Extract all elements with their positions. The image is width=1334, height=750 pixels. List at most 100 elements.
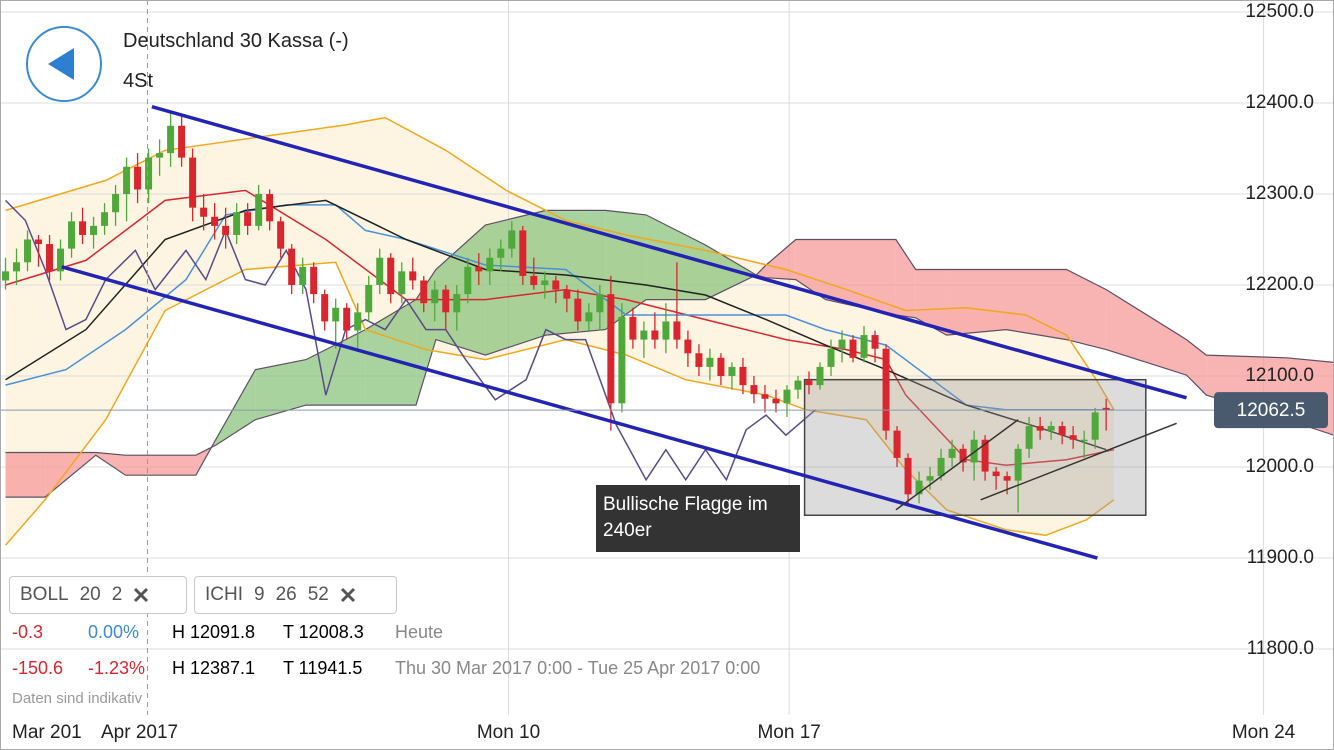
cloud-fill: [795, 239, 826, 300]
candle-body: [24, 239, 32, 263]
candle-body: [552, 280, 560, 290]
x-tick-label: Mon 10: [477, 722, 540, 743]
indicator-param: 52: [307, 584, 329, 605]
candle-body: [739, 366, 747, 386]
candle-body: [706, 357, 714, 367]
candle-body: [310, 266, 318, 295]
x-tick-label: Mon 17: [757, 722, 820, 743]
y-tick-label: 12000.0: [1245, 456, 1314, 477]
cloud-fill: [215, 369, 256, 446]
trend-line: [61, 265, 1098, 560]
timeframe: 4St: [123, 70, 154, 92]
candle-body: [178, 125, 186, 158]
candle-body: [68, 221, 76, 249]
candle-body: [508, 230, 516, 249]
candle-body: [431, 289, 439, 304]
candle-body: [90, 225, 98, 235]
y-tick-label: 12200.0: [1245, 274, 1314, 295]
bollinger-upper: [5, 116, 1115, 411]
annotation: Bullische Flagge im 240er: [596, 485, 800, 552]
close-icon[interactable]: [340, 587, 356, 603]
candle-body: [695, 353, 703, 367]
close-icon[interactable]: [133, 587, 149, 603]
cloud-fill: [416, 269, 436, 406]
candle-body: [1047, 426, 1055, 431]
candle-body: [1058, 426, 1066, 436]
candle-body: [992, 471, 1000, 477]
candle-body: [277, 221, 285, 249]
candle-body: [728, 366, 736, 377]
trend-line: [151, 104, 1187, 400]
y-tick-label: 11800.0: [1247, 638, 1314, 659]
title: Deutschland 30 Kassa (-): [123, 30, 349, 52]
candle-body: [959, 448, 967, 463]
candle-body: [475, 266, 483, 272]
footnote: Daten sind indikativ: [12, 690, 143, 707]
indicator-button[interactable]: BOLL 20 2: [9, 576, 187, 614]
flag-line: [980, 422, 1177, 501]
candle-body: [684, 339, 692, 354]
candle-body: [453, 294, 461, 313]
cloud-fill: [1186, 339, 1207, 396]
candle-body: [1014, 448, 1022, 481]
candle-body: [750, 385, 758, 395]
first-date: Mar 201: [12, 722, 82, 743]
indicator-button[interactable]: ICHI 9 26 52: [194, 576, 397, 614]
candle-body: [563, 289, 571, 299]
candle-body: [871, 335, 879, 349]
change: -0.3: [12, 622, 44, 642]
candle-body: [167, 125, 175, 154]
candle-body: [398, 271, 406, 295]
candle-body: [519, 230, 527, 276]
high: H 12091.8: [172, 622, 256, 642]
candle-body: [607, 294, 615, 404]
candle-body: [849, 339, 857, 358]
candle-body: [1003, 476, 1011, 481]
period: Heute: [395, 622, 444, 642]
indicator-param: 9: [254, 584, 265, 605]
candle-body: [409, 271, 417, 281]
cloud-fill: [946, 269, 1007, 336]
cloud-fill: [705, 244, 757, 300]
candle-body: [651, 330, 659, 340]
candle-body: [1102, 407, 1110, 411]
candle-body: [123, 166, 131, 195]
change: -150.6: [12, 658, 64, 678]
candle-body: [1025, 426, 1033, 449]
candle-body: [255, 194, 263, 226]
candle-body: [233, 212, 241, 235]
candle-body: [211, 216, 219, 226]
price-tag-label: 12062.5: [1237, 400, 1306, 421]
candle-body: [882, 348, 890, 431]
candle-body: [673, 321, 681, 340]
candle-body: [794, 380, 802, 390]
y-tick-label: 12100.0: [1245, 365, 1314, 386]
candle-body: [101, 212, 109, 226]
cloud-fill: [545, 210, 606, 336]
candle-body: [2, 271, 10, 281]
period: Thu 30 Mar 2017 0:00 - Tue 25 Apr 2017 0…: [395, 658, 761, 678]
change-pct: 0.00%: [88, 622, 140, 642]
candle-body: [156, 153, 164, 158]
candle-body: [244, 212, 252, 226]
y-tick-label: 12300.0: [1245, 183, 1314, 204]
back-icon: [48, 48, 74, 80]
candle-body: [761, 394, 769, 399]
candle-body: [387, 257, 395, 295]
back-button[interactable]: [26, 26, 102, 102]
candle-body: [288, 248, 296, 286]
candle-body: [816, 366, 824, 386]
candle-body: [772, 398, 780, 404]
candle-body: [1091, 412, 1099, 440]
high: H 12387.1: [172, 658, 256, 678]
cloud-edge: [5, 238, 1334, 456]
candle-body: [145, 157, 153, 190]
candle-body: [893, 430, 901, 458]
candle-body: [1069, 435, 1077, 440]
candle-body: [486, 257, 494, 272]
cloud-edge: [5, 209, 1334, 498]
candle-body: [662, 321, 670, 340]
candle-body: [981, 439, 989, 472]
cloud-fill: [915, 269, 947, 336]
candle-body: [827, 348, 835, 367]
